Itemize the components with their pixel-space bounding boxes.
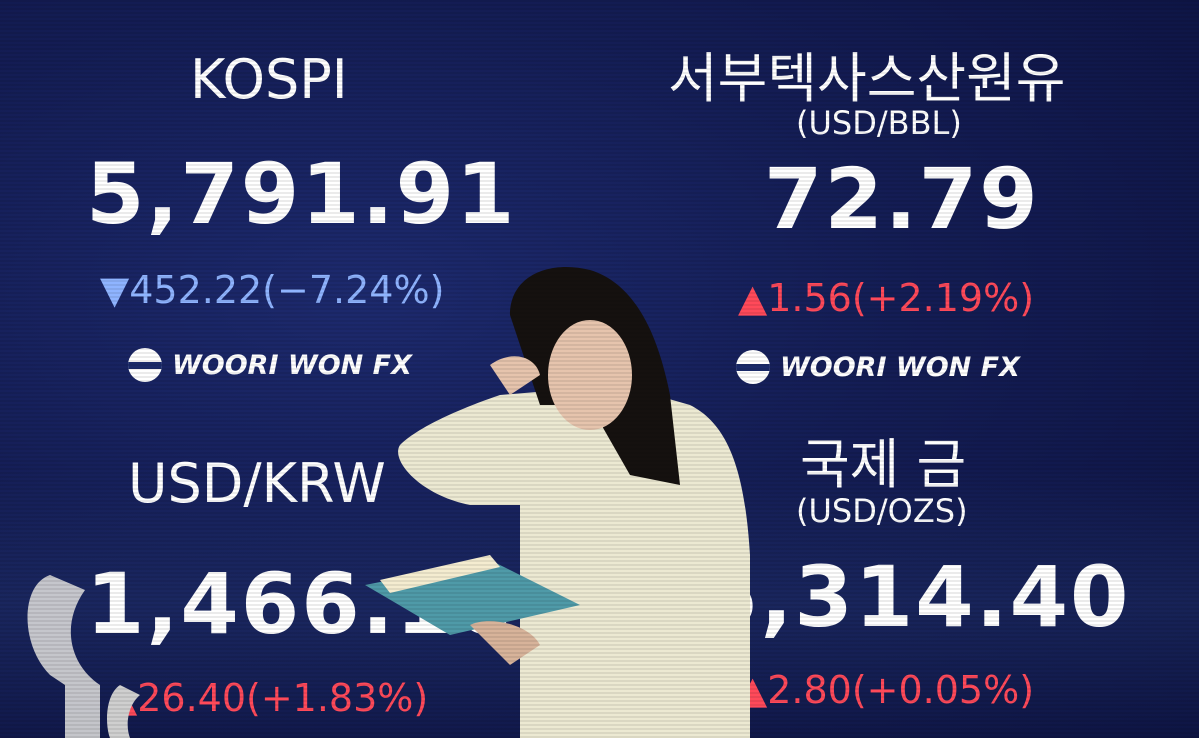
gold-unit: (USD/OZS) <box>796 492 968 530</box>
kospi-value: 5,791.91 <box>86 145 517 243</box>
brand-text: WOORI WON FX <box>780 351 1020 383</box>
kospi-change: ▼452.22(−7.24%) <box>100 268 445 312</box>
brand-text: WOORI WON FX <box>172 349 412 381</box>
usdkrw-change: ▲26.40(+1.83%) <box>108 676 429 720</box>
gold-change: ▲2.80(+0.05%) <box>738 668 1035 712</box>
wti-value: 72.79 <box>764 150 1040 248</box>
gold-title: 국제 금 <box>800 433 967 496</box>
wti-change: ▲1.56(+2.19%) <box>738 276 1035 320</box>
woori-logo-icon <box>128 348 162 382</box>
brand-logo-left: WOORI WON FX <box>128 348 412 382</box>
wti-title: 서부텍사스산원유 <box>668 47 1066 110</box>
chair-silhouette <box>27 575 140 738</box>
usdkrw-title: USD/KRW <box>128 452 386 515</box>
gold-value: 5,314.40 <box>700 548 1131 646</box>
wti-unit: (USD/BBL) <box>796 104 962 142</box>
woori-logo-icon <box>736 350 770 384</box>
brand-logo-right: WOORI WON FX <box>736 350 1020 384</box>
woman-reading-figure <box>365 267 750 738</box>
kospi-title: KOSPI <box>190 48 348 111</box>
